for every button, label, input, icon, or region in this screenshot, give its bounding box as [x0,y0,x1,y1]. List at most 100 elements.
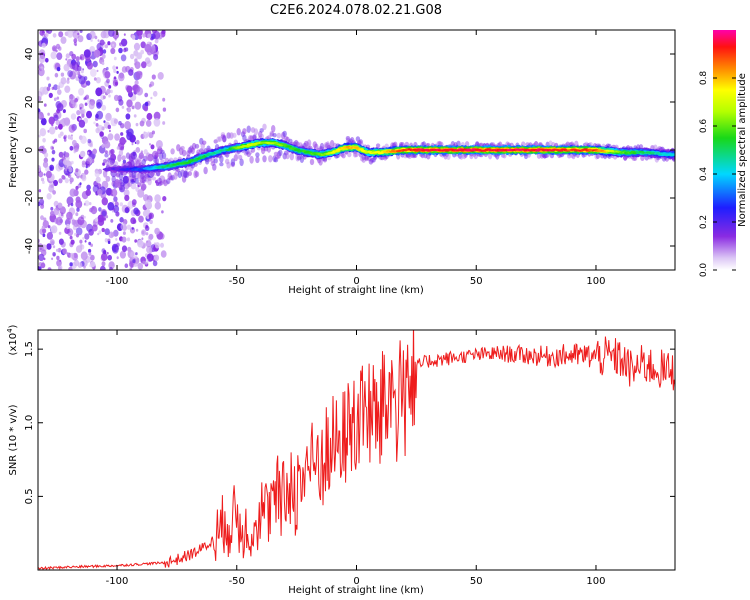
noise-blob [59,206,66,215]
noise-blob [144,92,149,98]
noise-blob [78,117,82,121]
noise-blob [102,95,106,100]
x-tick-label: 100 [586,576,605,587]
noise-blob [40,204,45,209]
noise-blob [65,223,71,229]
noise-blob [68,230,71,233]
noise-blob [130,182,137,190]
y-tick-label: -20 [24,190,35,206]
noise-blob [93,121,96,125]
noise-blob [69,252,75,259]
noise-blob [70,134,73,137]
noise-blob [61,175,65,180]
noise-blob [114,38,117,41]
ridge-halo [147,176,152,182]
noise-blob [142,210,148,217]
noise-blob [78,88,85,96]
noise-blob [101,210,107,217]
noise-blob [65,152,70,158]
noise-blob [103,217,107,221]
noise-blob [90,254,95,261]
noise-blob [145,119,152,127]
noise-blob [123,33,126,36]
noise-blob [133,114,137,118]
noise-blob [138,35,142,40]
ridge-cell [186,161,192,164]
noise-blob [143,105,149,112]
noise-blob [56,66,61,72]
noise-blob [94,170,100,178]
noise-blob [38,253,45,262]
ridge-halo [160,159,165,164]
noise-blob [69,262,73,267]
noise-blob [46,193,52,200]
noise-blob [78,74,82,79]
noise-blob [141,61,147,69]
noise-blob [113,76,117,80]
noise-blob [107,41,111,46]
heatmap-layer [38,30,675,270]
noise-blob [44,152,49,158]
noise-blob [51,149,56,155]
noise-blob [135,147,141,153]
noise-blob [159,233,165,240]
noise-blob [46,30,53,34]
noise-blob [68,95,76,104]
chart-title: C2E6.2024.078.02.21.G08 [270,3,442,18]
noise-blob [135,228,139,232]
noise-blob [92,148,97,155]
noise-blob [126,131,133,141]
ridge-halo [354,151,359,158]
noise-blob [105,112,112,122]
noise-blob [50,206,54,211]
noise-blob [120,222,127,231]
noise-blob [67,77,70,81]
ridge-halo [253,128,259,136]
noise-blob [52,252,56,257]
noise-blob [129,53,135,60]
noise-blob [56,52,63,60]
noise-blob [52,33,57,38]
noise-blob [109,266,113,270]
noise-blob [57,202,63,209]
ridge-halo [203,166,208,175]
noise-blob [46,243,52,250]
noise-blob [79,108,86,116]
noise-blob [72,102,78,109]
noise-blob [47,267,52,270]
ridge-halo [271,125,276,133]
noise-blob [149,81,155,87]
noise-blob [146,112,153,121]
noise-blob [118,47,123,54]
noise-blob [80,69,84,74]
colorbar-label: Normalized spectral amplitude [737,73,748,227]
x-tick-label: -100 [106,576,129,587]
noise-blob [80,135,87,144]
noise-blob [104,150,108,154]
noise-blob [38,266,41,270]
noise-blob [113,196,118,202]
ridge-cell [216,151,222,154]
noise-blob [101,144,105,148]
noise-blob [114,81,118,86]
noise-blob [95,123,99,127]
noise-blob [160,250,167,258]
noise-blob [39,30,45,36]
ridge-halo [232,132,237,138]
noise-blob [84,169,89,175]
noise-blob [89,30,96,39]
noise-blob [42,228,47,234]
spectrogram-y-ticks: -40 -20 0 20 40 [24,48,675,254]
colorbar-tick-label: 0.4 [699,167,709,182]
noise-blob [57,89,62,95]
noise-blob [121,105,125,109]
noise-blob [88,202,92,206]
noise-blob [137,262,144,270]
noise-blob [152,260,158,267]
spectrogram-y-axis-label: Frequency (Hz) [8,112,19,188]
noise-blob [115,107,120,113]
noise-blob [83,265,86,269]
noise-blob [101,54,106,59]
noise-blob [95,176,101,183]
noise-blob [104,140,111,149]
